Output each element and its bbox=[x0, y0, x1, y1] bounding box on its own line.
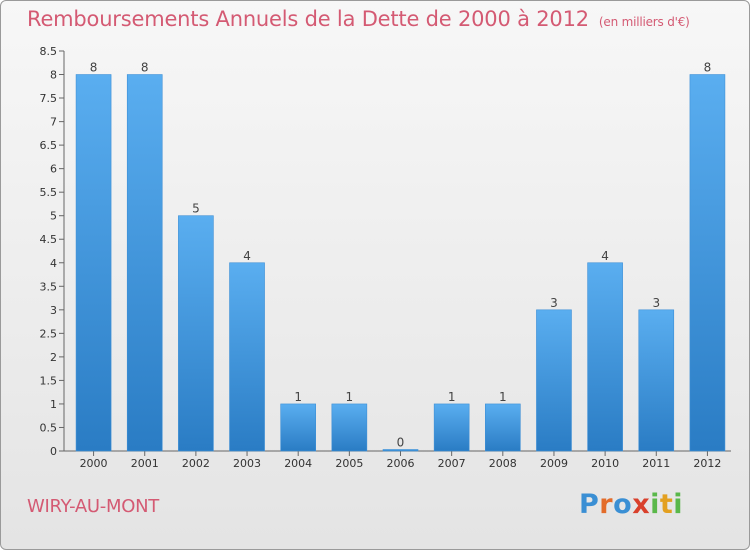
logo-letter: r bbox=[599, 489, 614, 520]
x-tick-label-2000: 2000 bbox=[80, 457, 108, 470]
value-label-2004: 1 bbox=[294, 390, 302, 404]
y-tick-label: 7.5 bbox=[40, 92, 58, 105]
bar-2004 bbox=[280, 403, 316, 452]
value-label-2003: 4 bbox=[243, 249, 251, 263]
bar-2003 bbox=[229, 262, 265, 452]
y-tick-label: 6 bbox=[50, 163, 57, 176]
bar-2000 bbox=[75, 74, 112, 452]
y-tick-label: 0 bbox=[50, 445, 57, 458]
value-label-2002: 5 bbox=[192, 202, 200, 216]
x-tick-label-2009: 2009 bbox=[540, 457, 568, 470]
bar-2008 bbox=[485, 403, 521, 452]
value-label-2005: 1 bbox=[346, 390, 354, 404]
value-label-2011: 3 bbox=[652, 296, 660, 310]
value-label-2009: 3 bbox=[550, 296, 558, 310]
bar-2007 bbox=[433, 403, 470, 452]
x-tick-label-2011: 2011 bbox=[642, 457, 670, 470]
value-label-2008: 1 bbox=[499, 390, 507, 404]
x-tick-label-2012: 2012 bbox=[693, 457, 721, 470]
logo-letter: t bbox=[659, 489, 674, 520]
bar-2012 bbox=[689, 74, 726, 452]
y-tick-label: 4 bbox=[50, 257, 57, 270]
y-tick-label: 8.5 bbox=[40, 45, 58, 58]
y-axis: 0 0.5 1 1.5 2 2.5 3 3.5 4 4.5 5 5.5 6 6.5 7 7.5 8 8.5 bbox=[40, 45, 65, 458]
bar-2009 bbox=[536, 309, 572, 452]
chart-title-text: Remboursements Annuels de la Dette de 20… bbox=[27, 7, 589, 31]
y-tick-label: 2.5 bbox=[40, 327, 58, 340]
logo-letter: i bbox=[673, 489, 684, 520]
value-label-2010: 4 bbox=[601, 249, 609, 263]
x-tick-label-2005: 2005 bbox=[335, 457, 363, 470]
y-tick-label: 5.5 bbox=[40, 186, 58, 199]
bars bbox=[75, 74, 726, 452]
y-tick-label: 6.5 bbox=[40, 139, 58, 152]
y-tick-label: 2 bbox=[50, 351, 57, 364]
value-label-2007: 1 bbox=[448, 390, 456, 404]
bar-2002 bbox=[178, 215, 214, 452]
x-tick-label-2004: 2004 bbox=[284, 457, 312, 470]
x-tick-label-2007: 2007 bbox=[438, 457, 466, 470]
x-tick-label-2010: 2010 bbox=[591, 457, 619, 470]
y-tick-label: 5 bbox=[50, 210, 57, 223]
logo-letter: i bbox=[650, 489, 660, 520]
commune-name: WIRY-AU-MONT bbox=[27, 496, 159, 517]
bar-2011 bbox=[638, 309, 675, 452]
logo-letter: x bbox=[632, 489, 651, 520]
x-tick-label-2006: 2006 bbox=[387, 457, 415, 470]
bar-2001 bbox=[126, 74, 163, 452]
x-tick-label-2001: 2001 bbox=[131, 457, 159, 470]
logo-letter: P bbox=[579, 489, 600, 520]
chart-title: Remboursements Annuels de la Dette de 20… bbox=[27, 7, 690, 31]
y-tick-label: 7 bbox=[50, 116, 57, 129]
proxiti-logo: Proxiti bbox=[579, 489, 683, 520]
y-tick-label: 3.5 bbox=[40, 280, 58, 293]
bar-2006 bbox=[382, 449, 419, 452]
y-tick-label: 1.5 bbox=[40, 374, 58, 387]
value-label-2006: 0 bbox=[397, 436, 405, 450]
value-label-2012: 8 bbox=[704, 61, 712, 75]
bar-2010 bbox=[587, 262, 623, 452]
x-tick-label-2002: 2002 bbox=[182, 457, 210, 470]
y-tick-label: 0.5 bbox=[40, 421, 58, 434]
bar-2005 bbox=[331, 403, 368, 452]
bar-labels: 8 8 5 4 1 1 0 1 1 3 4 3 8 bbox=[90, 61, 711, 450]
y-tick-label: 4.5 bbox=[40, 233, 58, 246]
y-tick-label: 1 bbox=[50, 398, 57, 411]
x-tick-label-2003: 2003 bbox=[233, 457, 261, 470]
logo-letter: o bbox=[613, 489, 633, 520]
y-tick-label: 8 bbox=[50, 69, 57, 82]
y-tick-label: 3 bbox=[50, 304, 57, 317]
chart-unit: (en milliers d'€) bbox=[598, 15, 690, 29]
x-axis: 2000 2001 2002 2003 2004 2005 2006 2007 2008 2009… bbox=[64, 450, 731, 470]
x-tick-label-2008: 2008 bbox=[489, 457, 517, 470]
value-label-2000: 8 bbox=[90, 61, 98, 75]
value-label-2001: 8 bbox=[141, 61, 149, 75]
